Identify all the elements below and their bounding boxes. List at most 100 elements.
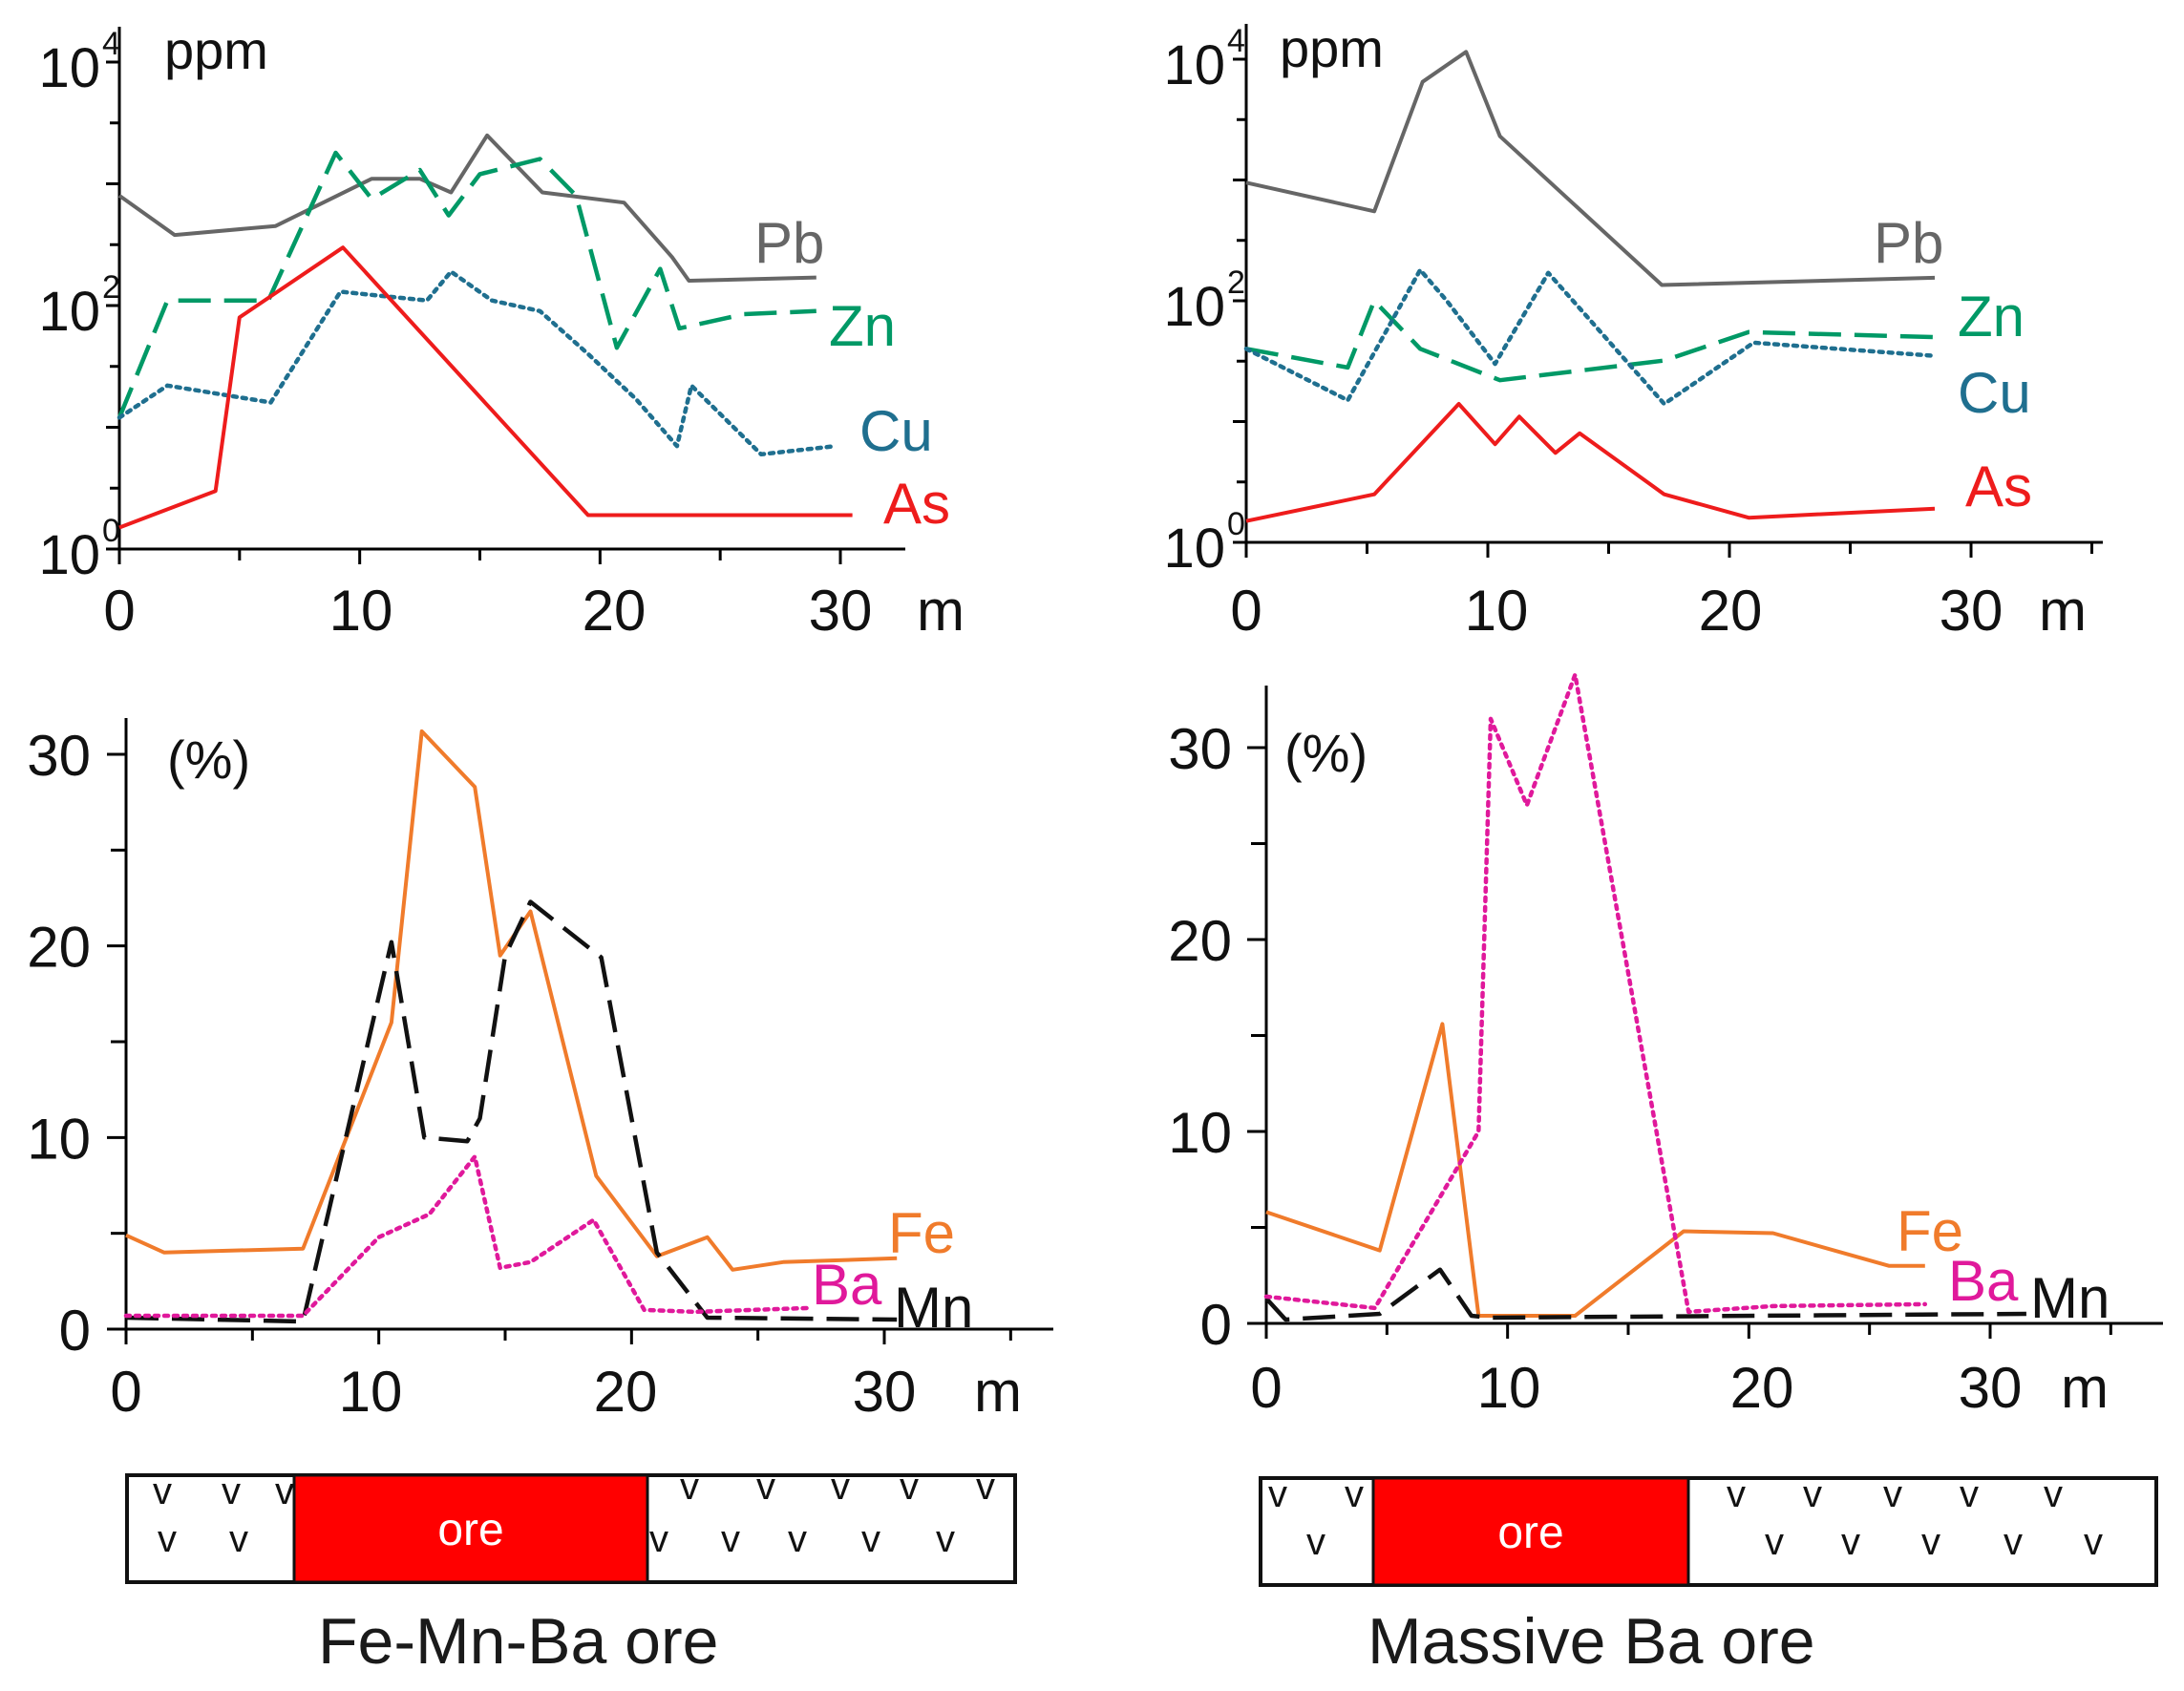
series-pb-line [1245, 50, 1936, 287]
y-axis-title: (%) [1284, 723, 1368, 783]
y-tick-label: 10 [38, 37, 100, 99]
x-tick-label: 20 [583, 579, 647, 643]
series-fe-label: Fe [888, 1201, 955, 1265]
volcanic-rock-symbol: v [275, 1470, 294, 1512]
series-mn-label: Mn [894, 1276, 973, 1340]
series-mn-label: Mn [2030, 1266, 2110, 1330]
y-tick-label: 10 [38, 281, 100, 343]
volcanic-rock-symbol: v [861, 1518, 880, 1560]
volcanic-rock-symbol: v [721, 1518, 740, 1560]
y-tick-exponent: 2 [1227, 264, 1245, 301]
series-zn-line [1245, 298, 1936, 383]
x-tick-label: 20 [594, 1360, 658, 1424]
y-tick-label: 20 [27, 916, 91, 980]
x-tick-label: 10 [339, 1360, 403, 1424]
series-as-line [118, 245, 853, 530]
x-unit-label: m [2061, 1356, 2109, 1420]
x-unit-label: m [974, 1360, 1022, 1424]
y-tick-label: 10 [1168, 1101, 1232, 1165]
ore-label: ore [1497, 1508, 1563, 1558]
volcanic-rock-symbol: v [2084, 1521, 2103, 1563]
volcanic-rock-symbol: v [1803, 1473, 1822, 1515]
volcanic-rock-symbol: v [756, 1466, 775, 1508]
y-axis-title: ppm [164, 20, 268, 80]
series-cu-label: Cu [1958, 361, 2031, 425]
y-tick-exponent: 4 [102, 26, 120, 62]
volcanic-rock-symbol: v [1960, 1473, 1979, 1515]
caption-right: Massive Ba ore [1368, 1605, 1815, 1678]
x-tick-label: 10 [329, 579, 393, 643]
series-as-label: As [1965, 454, 2032, 518]
x-tick-label: 0 [110, 1360, 141, 1424]
volcanic-rock-symbol: v [1268, 1473, 1287, 1515]
y-tick-label: 10 [1163, 518, 1225, 580]
ore-zone [1371, 1476, 1690, 1587]
y-axis-title: ppm [1280, 18, 1384, 78]
y-tick-exponent: 0 [102, 513, 120, 549]
x-unit-label: m [2039, 579, 2087, 643]
volcanic-rock-symbol: v [680, 1466, 699, 1508]
y-tick-label: 30 [1168, 717, 1232, 781]
series-pb-line [117, 133, 816, 283]
y-tick-label: 10 [38, 524, 100, 586]
x-tick-label: 0 [103, 579, 135, 643]
y-tick-label: 10 [1163, 34, 1225, 96]
ore-label: ore [437, 1505, 503, 1555]
x-unit-label: m [917, 579, 965, 643]
x-tick-label: 30 [853, 1360, 917, 1424]
volcanic-rock-symbol: v [788, 1518, 807, 1560]
volcanic-rock-symbol: v [229, 1518, 248, 1560]
series-zn-label: Zn [1958, 285, 2025, 349]
x-tick-label: 20 [1730, 1356, 1794, 1420]
volcanic-rock-symbol: v [153, 1470, 172, 1512]
volcanic-rock-symbol: v [1841, 1521, 1860, 1563]
y-tick-exponent: 4 [1227, 23, 1245, 59]
volcanic-rock-symbol: v [649, 1518, 668, 1560]
x-tick-label: 10 [1465, 579, 1529, 643]
series-mn-line [1264, 1267, 2026, 1322]
y-tick-label: 20 [1168, 909, 1232, 973]
volcanic-rock-symbol: v [936, 1518, 955, 1560]
volcanic-rock-symbol: v [1921, 1521, 1940, 1563]
series-pb-label: Pb [1874, 211, 1943, 275]
volcanic-rock-symbol: v [831, 1466, 850, 1508]
series-zn-label: Zn [829, 294, 896, 358]
series-fe-label: Fe [1897, 1199, 1963, 1263]
y-tick-label: 0 [1200, 1293, 1232, 1357]
x-tick-label: 10 [1477, 1356, 1541, 1420]
x-tick-label: 0 [1250, 1356, 1282, 1420]
y-tick-exponent: 0 [1227, 506, 1245, 542]
y-tick-label: 0 [59, 1299, 91, 1363]
caption-left: Fe-Mn-Ba ore [318, 1605, 719, 1678]
volcanic-rock-symbol: v [900, 1466, 919, 1508]
y-tick-label: 30 [27, 724, 91, 788]
volcanic-rock-symbol: v [1306, 1521, 1325, 1563]
x-tick-label: 20 [1699, 579, 1763, 643]
x-tick-label: 0 [1230, 579, 1262, 643]
series-ba-label: Ba [812, 1253, 882, 1317]
x-tick-label: 30 [1940, 579, 2004, 643]
series-cu-label: Cu [859, 399, 933, 463]
volcanic-rock-symbol: v [1727, 1473, 1746, 1515]
y-tick-label: 10 [27, 1107, 91, 1171]
volcanic-rock-symbol: v [1765, 1521, 1784, 1563]
series-as-label: As [883, 472, 950, 536]
series-mn-line [125, 899, 898, 1324]
series-cu-line [1243, 267, 1938, 407]
series-fe-line [125, 729, 898, 1272]
volcanic-rock-symbol: v [2044, 1473, 2063, 1515]
volcanic-rock-symbol: v [2004, 1521, 2023, 1563]
x-tick-label: 30 [1959, 1356, 2023, 1420]
series-fe-line [1265, 1022, 1925, 1318]
volcanic-rock-symbol: v [1345, 1473, 1364, 1515]
y-axis-title: (%) [167, 729, 250, 790]
ore-zone [292, 1473, 649, 1584]
x-tick-label: 30 [809, 579, 873, 643]
